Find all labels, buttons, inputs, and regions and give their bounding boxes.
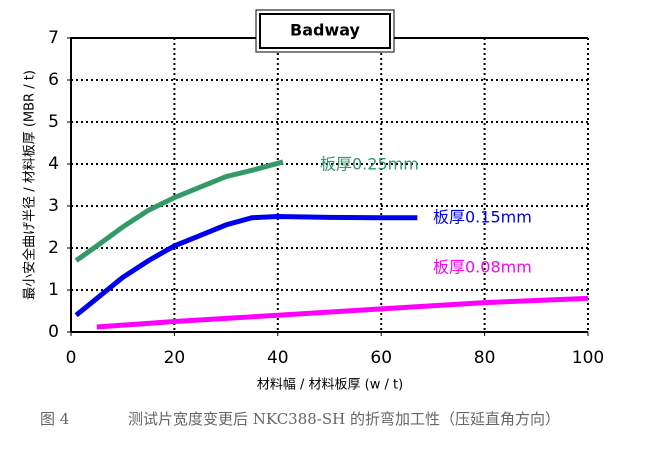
x-tick-label: 80 bbox=[474, 348, 496, 368]
y-tick-label: 7 bbox=[48, 28, 59, 48]
chart-title: Badway bbox=[290, 21, 361, 40]
x-tick-label: 40 bbox=[267, 348, 289, 368]
caption-figure: 图 4 bbox=[40, 410, 69, 428]
title-box bbox=[259, 13, 391, 49]
caption-text: 测试片宽度变更后 NKC388-SH 的折弯加工性（压延直角方向） bbox=[128, 410, 560, 428]
y-tick-label: 5 bbox=[48, 112, 59, 132]
y-tick-label: 2 bbox=[48, 238, 59, 258]
y-tick-label: 3 bbox=[48, 196, 59, 216]
series-line bbox=[74, 159, 284, 263]
plot-frame bbox=[70, 37, 588, 332]
y-tick-label: 1 bbox=[48, 280, 59, 300]
legend-label: 板厚0.25mm bbox=[320, 155, 419, 174]
legend-label: 板厚0.15mm bbox=[433, 208, 532, 227]
y-tick-label: 0 bbox=[48, 322, 59, 342]
series-line bbox=[74, 213, 418, 318]
legend-label: 板厚0.08mm bbox=[433, 258, 532, 277]
x-axis-label: 材料幅 / 材料板厚 (w / t) bbox=[257, 378, 403, 393]
y-axis-label: 最小安全曲げ半径 / 材料板厚 (MBR / t) bbox=[22, 70, 38, 300]
y-tick-label: 4 bbox=[48, 154, 59, 174]
x-tick-label: 60 bbox=[370, 348, 392, 368]
y-tick-label: 6 bbox=[48, 70, 59, 90]
x-tick-label: 20 bbox=[164, 348, 186, 368]
x-tick-label: 100 bbox=[572, 348, 604, 368]
series-line bbox=[96, 295, 589, 330]
x-tick-label: 0 bbox=[66, 348, 77, 368]
